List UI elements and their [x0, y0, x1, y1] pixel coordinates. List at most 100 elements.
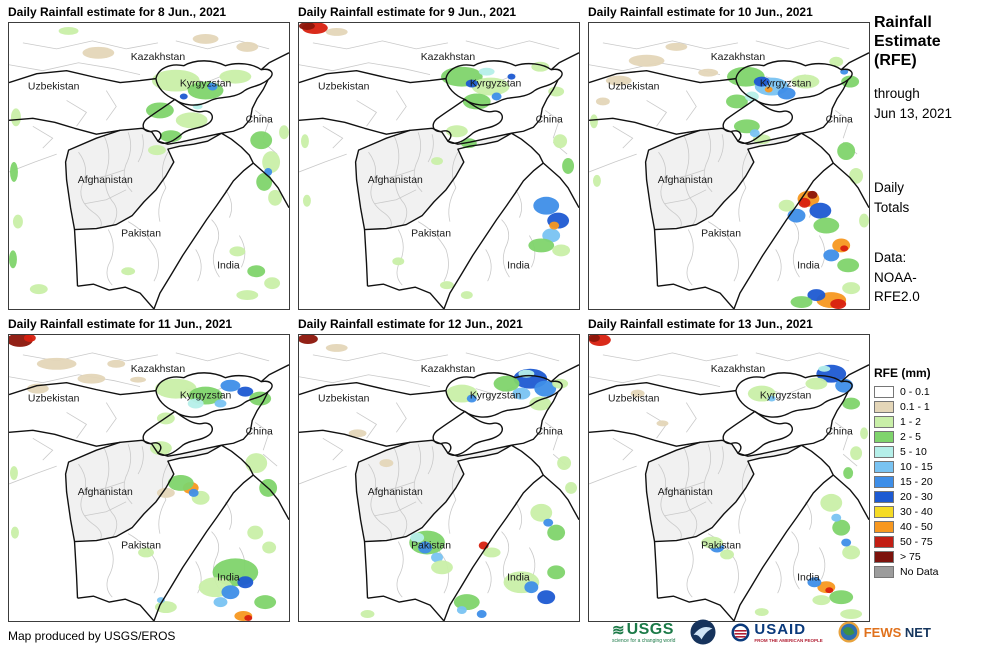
legend-label: 1 - 2 — [900, 416, 922, 428]
country-label-uzbekistan: Uzbekistan — [608, 394, 660, 405]
legend-label: No Data — [900, 566, 939, 578]
rainfall-map-jun-10: Kazakhstan Uzbekistan Kyrgyzstan China Afgha… — [588, 22, 870, 310]
usgs-name: USGS — [626, 620, 674, 638]
rainfall-map-jun-9: Kazakhstan Uzbekistan Kyrgyzstan China Afgha… — [298, 22, 580, 310]
fews-net-globe-icon — [838, 621, 860, 643]
legend-color-swatch — [874, 536, 894, 548]
usaid-seal-icon — [731, 623, 750, 641]
data-source-line: RFE2.0 — [874, 289, 920, 305]
map-canvas: Kazakhstan Uzbekistan Kyrgyzstan China Afgha… — [9, 335, 289, 621]
sidebar-title-line: Rainfall — [874, 14, 932, 31]
legend-item: 5 - 10 — [874, 446, 939, 458]
legend-title: RFE (mm) — [874, 366, 931, 380]
map-panel-6: Daily Rainfall estimate for 13 Jun., 202… — [588, 317, 870, 622]
usaid-logo: USAID FROM THE AMERICAN PEOPLE — [731, 622, 823, 643]
country-label-kyrgyzstan: Kyrgyzstan — [760, 79, 812, 90]
legend-color-swatch — [874, 416, 894, 428]
country-label-kazakhstan: Kazakhstan — [131, 52, 186, 63]
country-label-pakistan: Pakistan — [121, 228, 161, 239]
info-sidebar: Rainfall Estimate (RFE) through Jun 13, … — [874, 0, 980, 649]
country-label-afghanistan: Afghanistan — [78, 175, 133, 186]
country-label-kazakhstan: Kazakhstan — [421, 52, 476, 63]
country-label-kazakhstan: Kazakhstan — [711, 52, 766, 63]
country-label-uzbekistan: Uzbekistan — [318, 394, 370, 405]
legend-label: 15 - 20 — [900, 476, 933, 488]
sidebar-data-source: Data: NOAA- RFE2.0 — [874, 248, 920, 307]
legend-color-swatch — [874, 491, 894, 503]
usaid-wordmark: USAID FROM THE AMERICAN PEOPLE — [754, 622, 822, 643]
legend-color-swatch — [874, 551, 894, 563]
map-canvas: Kazakhstan Uzbekistan Kyrgyzstan China Afgha… — [299, 335, 579, 621]
fews-net-logo: FEWS NET — [838, 621, 931, 643]
period-line: Daily — [874, 180, 905, 195]
legend-color-swatch — [874, 521, 894, 533]
country-label-china: China — [826, 114, 853, 125]
legend-label: > 75 — [900, 551, 921, 563]
rainfall-legend: RFE (mm) 0 - 0.1 0.1 - 1 1 - 2 2 - 5 5 - 10 1… — [874, 366, 939, 581]
period-line: Totals — [874, 200, 910, 216]
map-panel-title: Daily Rainfall estimate for 8 Jun., 2021 — [8, 5, 227, 19]
legend-item: 15 - 20 — [874, 476, 939, 488]
country-label-china: China — [246, 114, 273, 125]
country-label-afghanistan: Afghanistan — [658, 175, 713, 186]
country-label-kyrgyzstan: Kyrgyzstan — [180, 391, 232, 402]
legend-item: 20 - 30 — [874, 491, 939, 503]
usaid-tagline: FROM THE AMERICAN PEOPLE — [754, 637, 823, 643]
noaa-seal-icon — [690, 619, 716, 645]
country-label-china: China — [536, 114, 563, 125]
country-label-pakistan: Pakistan — [701, 540, 741, 551]
country-label-kyrgyzstan: Kyrgyzstan — [180, 79, 232, 90]
sidebar-title-line: Estimate — [874, 33, 941, 51]
legend-label: 30 - 40 — [900, 506, 933, 518]
country-label-india: India — [217, 572, 240, 583]
map-canvas: Kazakhstan Uzbekistan Kyrgyzstan China Afgha… — [9, 23, 289, 309]
map-panel-2: Daily Rainfall estimate for 9 Jun., 2021… — [298, 5, 580, 310]
country-label-uzbekistan: Uzbekistan — [608, 82, 660, 93]
sidebar-title-line: (RFE) — [874, 52, 917, 70]
country-label-uzbekistan: Uzbekistan — [318, 82, 370, 93]
country-label-uzbekistan: Uzbekistan — [28, 82, 80, 93]
legend-color-swatch — [874, 476, 894, 488]
map-canvas: Kazakhstan Uzbekistan Kyrgyzstan China Afgha… — [589, 23, 869, 309]
usgs-wave-icon: ≋ — [612, 621, 625, 639]
usgs-wordmark: ≋ USGS — [612, 621, 674, 639]
legend-item: 10 - 15 — [874, 461, 939, 473]
legend-item: 30 - 40 — [874, 506, 939, 518]
legend-item: 1 - 2 — [874, 416, 939, 428]
fews-net-part1: FEWS — [863, 624, 902, 640]
map-panel-4: Daily Rainfall estimate for 11 Jun., 202… — [8, 317, 290, 622]
country-label-india: India — [507, 260, 530, 271]
country-label-kyrgyzstan: Kyrgyzstan — [760, 391, 812, 402]
sidebar-period: Daily Totals — [874, 178, 909, 219]
rainfall-map-jun-11: Kazakhstan Uzbekistan Kyrgyzstan China Afgha… — [8, 334, 290, 622]
map-grid: Daily Rainfall estimate for 8 Jun., 2021… — [8, 5, 870, 622]
legend-item: 0 - 0.1 — [874, 386, 939, 398]
legend-label: 0.1 - 1 — [900, 401, 930, 413]
country-label-kazakhstan: Kazakhstan — [131, 364, 186, 375]
legend-item: 50 - 75 — [874, 536, 939, 548]
legend-color-swatch — [874, 461, 894, 473]
country-label-china: China — [246, 426, 273, 437]
map-panel-3: Daily Rainfall estimate for 10 Jun., 202… — [588, 5, 870, 310]
country-label-kazakhstan: Kazakhstan — [421, 364, 476, 375]
legend-label: 10 - 15 — [900, 461, 933, 473]
legend-color-swatch — [874, 401, 894, 413]
legend-color-swatch — [874, 446, 894, 458]
map-panel-title: Daily Rainfall estimate for 9 Jun., 2021 — [298, 5, 517, 19]
noaa-logo — [690, 619, 716, 645]
legend-color-swatch — [874, 566, 894, 578]
legend-item: > 75 — [874, 551, 939, 563]
legend-item: No Data — [874, 566, 939, 578]
country-label-kyrgyzstan: Kyrgyzstan — [470, 391, 522, 402]
legend-items: 0 - 0.1 0.1 - 1 1 - 2 2 - 5 5 - 10 10 - 15 15 … — [874, 386, 939, 578]
legend-item: 0.1 - 1 — [874, 401, 939, 413]
rainfall-map-jun-12: Kazakhstan Uzbekistan Kyrgyzstan China Afgha… — [298, 334, 580, 622]
country-label-afghanistan: Afghanistan — [368, 487, 423, 498]
country-label-afghanistan: Afghanistan — [368, 175, 423, 186]
fews-net-wordmark: FEWS NET — [864, 625, 931, 640]
usgs-logo: ≋ USGS science for a changing world — [612, 621, 675, 644]
country-label-uzbekistan: Uzbekistan — [28, 394, 80, 405]
map-panel-title: Daily Rainfall estimate for 11 Jun., 202… — [8, 317, 233, 331]
usaid-name: USAID — [754, 620, 807, 638]
map-canvas: Kazakhstan Uzbekistan Kyrgyzstan China Afgha… — [299, 23, 579, 309]
